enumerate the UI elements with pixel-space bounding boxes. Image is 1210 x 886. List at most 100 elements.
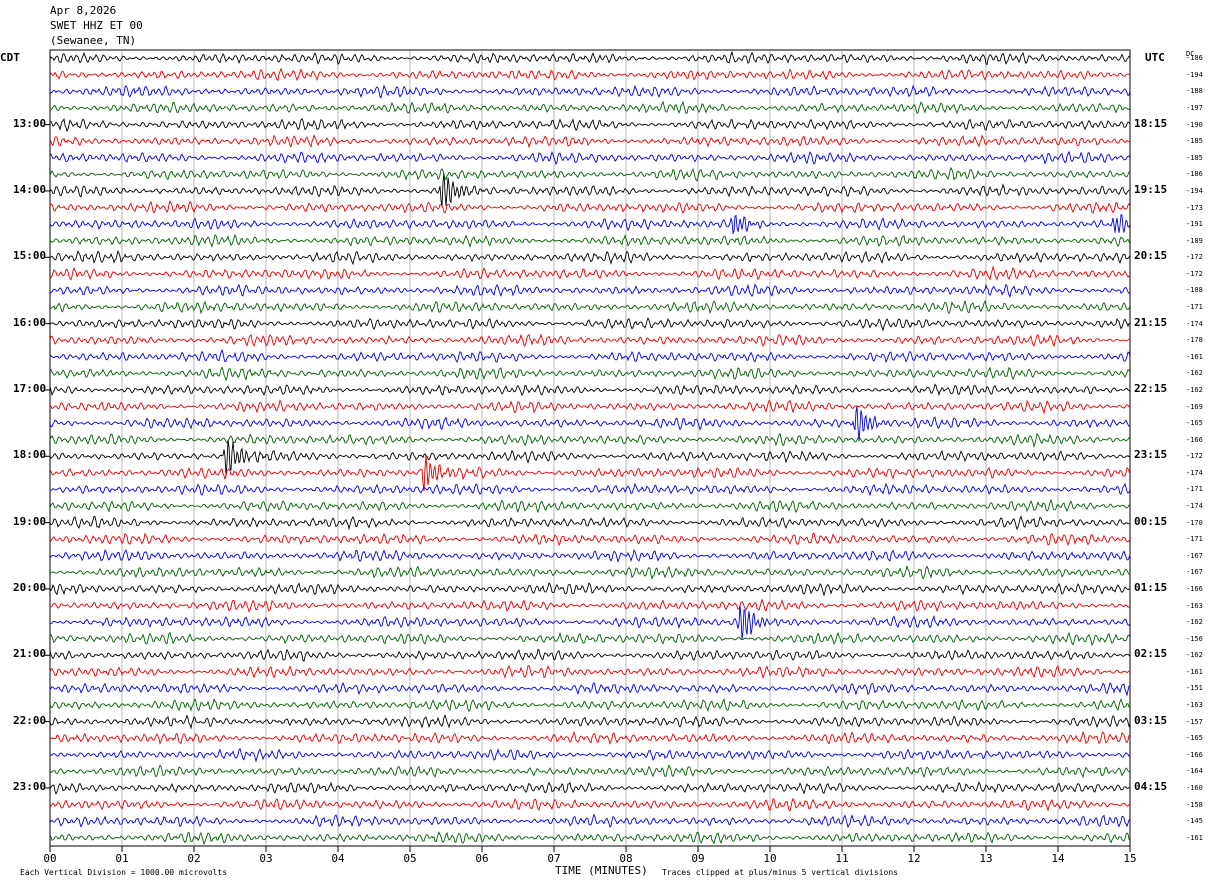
trace-row-46 <box>49 813 1131 829</box>
trace-row-42 <box>50 747 1131 763</box>
right-hour-label: 18:15 <box>1134 116 1168 130</box>
plot-frame <box>49 49 1131 847</box>
trace-row-39 <box>49 698 1131 713</box>
dc-offset-label: -160 <box>1186 783 1203 792</box>
left-hour-label: 21:00 <box>13 647 47 661</box>
trace-row-2 <box>49 84 1131 99</box>
dc-offset-label: -165 <box>1186 419 1203 428</box>
dc-offset-label: -171 <box>1186 303 1203 312</box>
trace-row-20 <box>49 383 1131 397</box>
trace-row-8 <box>49 173 1131 208</box>
dc-offset-label: -158 <box>1186 800 1203 809</box>
trace-row-41 <box>49 730 1131 745</box>
right-hour-label: 20:15 <box>1134 249 1168 263</box>
trace-row-47 <box>49 831 1131 846</box>
trace-row-45 <box>49 797 1131 812</box>
plot-date: Apr 8,2026 <box>50 4 117 17</box>
station-code: SWET HHZ ET 00 <box>50 19 143 32</box>
x-tick-label: 03 <box>259 852 272 865</box>
dc-offset-label: -166 <box>1186 750 1203 759</box>
left-timezone-label: CDT <box>0 51 20 64</box>
x-tick-label: 04 <box>331 852 345 865</box>
x-tick-label: 14 <box>1051 852 1065 865</box>
trace-row-35 <box>49 631 1131 647</box>
x-tick-label: 10 <box>763 852 776 865</box>
dc-offset-label: -157 <box>1186 717 1203 726</box>
left-hour-label: 13:00 <box>13 116 47 130</box>
right-hour-label: 03:15 <box>1134 713 1168 727</box>
x-tick-label: 00 <box>43 852 56 865</box>
right-timezone-label: UTC <box>1145 51 1165 64</box>
dc-offset-label: -167 <box>1186 551 1203 560</box>
dc-column-header: DC <box>1186 50 1195 58</box>
trace-row-31 <box>49 565 1131 580</box>
trace-row-29 <box>49 532 1131 547</box>
trace-row-22 <box>49 406 1131 442</box>
right-hour-label: 04:15 <box>1134 779 1168 793</box>
dc-offset-label: -164 <box>1186 767 1203 776</box>
trace-row-4 <box>49 117 1131 133</box>
x-tick-label: 07 <box>547 852 560 865</box>
trace-row-9 <box>49 200 1131 215</box>
dc-offset-label: -171 <box>1186 535 1203 544</box>
trace-row-21 <box>49 399 1131 415</box>
trace-row-44 <box>49 781 1131 795</box>
right-hour-label: 00:15 <box>1134 514 1168 528</box>
dc-offset-label: -161 <box>1186 833 1203 842</box>
x-axis-title: TIME (MINUTES) <box>555 864 648 877</box>
trace-row-26 <box>49 482 1131 497</box>
dc-offset-label: -172 <box>1186 452 1203 461</box>
left-hour-label: 14:00 <box>13 182 47 196</box>
left-hour-label: 18:00 <box>13 448 47 462</box>
trace-row-7 <box>49 166 1131 182</box>
x-tick-label: 09 <box>691 852 704 865</box>
trace-row-37 <box>49 664 1131 679</box>
right-hour-label: 21:15 <box>1134 315 1168 329</box>
dc-offset-label: -189 <box>1186 236 1203 245</box>
x-tick-label: 12 <box>907 852 920 865</box>
left-hour-label: 17:00 <box>13 381 47 395</box>
dc-offset-label: -169 <box>1186 402 1203 411</box>
trace-row-30 <box>49 549 1131 563</box>
right-hour-label: 01:15 <box>1134 580 1168 594</box>
dc-offset-label: -194 <box>1186 186 1203 195</box>
dc-offset-label: -162 <box>1186 369 1203 378</box>
vertical-division-note: Each Vertical Division = 1000.00 microvo… <box>20 868 228 877</box>
left-hour-label: 15:00 <box>13 249 47 263</box>
dc-offset-label: -163 <box>1186 601 1203 610</box>
dc-offset-label: -194 <box>1186 70 1203 79</box>
trace-row-38 <box>49 681 1131 697</box>
dc-offset-label: -185 <box>1186 137 1203 146</box>
trace-row-5 <box>49 133 1131 149</box>
trace-row-0 <box>49 50 1131 66</box>
dc-offset-label: -162 <box>1186 618 1203 627</box>
x-tick-label: 11 <box>835 852 848 865</box>
dc-offset-label: -174 <box>1186 468 1203 477</box>
clipping-note: Traces clipped at plus/minus 5 vertical … <box>662 868 899 877</box>
trace-row-15 <box>49 299 1131 315</box>
left-hour-label: 22:00 <box>13 713 47 727</box>
dc-offset-label: -162 <box>1186 651 1203 660</box>
right-hour-label: 23:15 <box>1134 448 1168 462</box>
dc-offset-label: -166 <box>1186 584 1203 593</box>
left-hour-label: 20:00 <box>13 580 47 594</box>
trace-row-24 <box>49 439 1131 476</box>
right-hour-label: 19:15 <box>1134 182 1168 196</box>
left-hour-label: 23:00 <box>13 779 47 793</box>
dc-offset-label: -162 <box>1186 385 1203 394</box>
left-hour-label: 16:00 <box>13 315 47 329</box>
left-hour-label: 19:00 <box>13 514 47 528</box>
right-hour-label: 02:15 <box>1134 647 1168 661</box>
dc-offset-label: -161 <box>1186 352 1203 361</box>
dc-offset-label: -197 <box>1186 104 1203 113</box>
trace-row-27 <box>49 498 1131 514</box>
trace-row-43 <box>49 764 1131 779</box>
trace-row-19 <box>49 366 1131 382</box>
dc-offset-label: -166 <box>1186 435 1203 444</box>
dc-offset-label: -173 <box>1186 203 1203 212</box>
trace-row-28 <box>49 515 1131 531</box>
right-hour-label: 22:15 <box>1134 381 1168 395</box>
trace-row-3 <box>49 100 1131 115</box>
station-location: (Sewanee, TN) <box>50 34 137 47</box>
trace-row-34 <box>49 605 1131 640</box>
